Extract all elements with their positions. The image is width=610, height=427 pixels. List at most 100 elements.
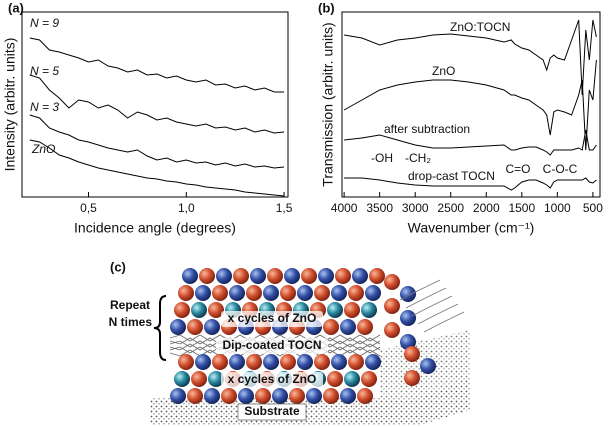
sphere <box>384 298 400 314</box>
plot-frame <box>21 11 289 198</box>
panel-label: (c) <box>110 259 126 274</box>
substrate-label-bg <box>237 403 307 421</box>
annotation: -CH₂ <box>405 151 431 165</box>
tocn-label: Dip-coated TOCN <box>222 338 321 352</box>
sphere <box>318 268 334 284</box>
series-label: ZnO:TOCN <box>450 20 510 34</box>
series-label: after subtraction <box>384 122 470 136</box>
sphere <box>246 354 262 370</box>
sphere <box>216 268 232 284</box>
series-label: drop-cast TOCN <box>408 169 495 183</box>
sphere <box>212 354 228 370</box>
series-label: N = 9 <box>30 16 59 30</box>
x-tick-label: 3000 <box>402 201 429 215</box>
panel-label: (a) <box>8 0 24 15</box>
sphere <box>250 268 266 284</box>
x-axis-title: Incidence angle (degrees) <box>74 220 236 236</box>
curve <box>29 74 285 134</box>
plot-frame <box>341 11 601 198</box>
sphere <box>233 268 249 284</box>
series-label: ZnO <box>31 142 55 156</box>
sphere <box>221 388 237 404</box>
sphere <box>306 388 322 404</box>
y-axis-title: Transmission (arbitr. units) <box>320 22 336 186</box>
annotation: C-O-C <box>543 162 578 176</box>
sphere <box>195 285 211 301</box>
sphere <box>255 388 271 404</box>
sphere <box>174 371 190 387</box>
sphere <box>420 358 436 374</box>
brace <box>153 295 167 361</box>
sphere <box>272 388 288 404</box>
x-tick-label: 4000 <box>331 201 358 215</box>
curve <box>29 139 285 197</box>
y-axis-title: Intensity (arbitr. units) <box>2 38 18 172</box>
sphere <box>208 371 224 387</box>
sphere <box>187 319 203 335</box>
sphere <box>208 302 224 318</box>
sphere <box>229 285 245 301</box>
fibre <box>417 303 459 325</box>
annotation: C=O <box>505 162 530 176</box>
sphere <box>297 354 313 370</box>
curve <box>343 59 597 151</box>
sphere <box>348 285 364 301</box>
sphere <box>404 346 420 362</box>
x-tick-label: 1,5 <box>276 201 293 215</box>
bottom-block-label: x cycles of ZnO <box>228 372 317 386</box>
fibre <box>423 311 465 333</box>
sphere <box>246 285 262 301</box>
sphere <box>344 371 360 387</box>
repeat-count: N times <box>109 315 153 329</box>
sphere <box>400 310 416 326</box>
curve <box>29 37 285 93</box>
top-block-label-bg <box>221 311 323 327</box>
sphere <box>357 388 373 404</box>
series-label: ZnO <box>432 64 455 78</box>
bottom-block-label-bg <box>221 372 323 388</box>
sphere <box>263 354 279 370</box>
sphere <box>238 388 254 404</box>
sphere <box>212 285 228 301</box>
x-axis-title: Wavenumber (cm⁻¹) <box>408 220 535 236</box>
sphere <box>170 319 186 335</box>
sphere <box>204 388 220 404</box>
top-block-label: x cycles of ZnO <box>228 311 317 325</box>
sphere <box>361 371 377 387</box>
sphere <box>400 286 416 302</box>
series-label: N = 3 <box>30 100 59 114</box>
curve <box>344 177 597 191</box>
sphere <box>327 371 343 387</box>
sphere <box>229 354 245 370</box>
sphere <box>314 354 330 370</box>
sphere <box>331 354 347 370</box>
sphere <box>323 319 339 335</box>
sphere <box>174 302 190 318</box>
sphere <box>335 268 351 284</box>
sphere <box>340 319 356 335</box>
annotation: -OH <box>371 151 393 165</box>
curve <box>29 114 285 169</box>
sphere <box>384 322 400 338</box>
x-tick-label: 1000 <box>544 201 571 215</box>
sphere <box>178 354 194 370</box>
sphere <box>263 285 279 301</box>
substrate-label: Substrate <box>244 404 300 418</box>
sphere <box>365 285 381 301</box>
fibre <box>405 287 447 309</box>
x-tick-label: 0,5 <box>80 201 97 215</box>
sphere <box>357 319 373 335</box>
sphere <box>323 388 339 404</box>
sphere <box>340 388 356 404</box>
fibre <box>411 295 453 317</box>
sphere <box>361 302 377 318</box>
series-label: N = 5 <box>30 64 59 78</box>
sphere <box>301 268 317 284</box>
x-tick-label: 1,0 <box>178 201 195 215</box>
curve <box>344 129 597 156</box>
sphere <box>182 268 198 284</box>
sphere <box>384 274 400 290</box>
sphere <box>352 268 368 284</box>
sphere <box>297 285 313 301</box>
